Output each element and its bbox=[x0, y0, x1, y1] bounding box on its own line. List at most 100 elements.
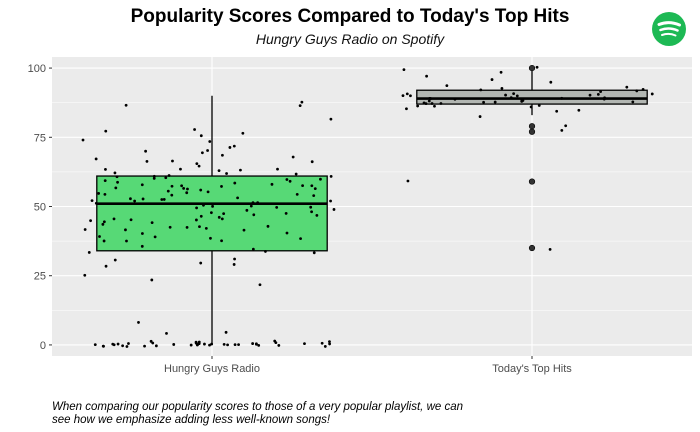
data-point bbox=[89, 219, 92, 223]
data-point bbox=[195, 206, 198, 210]
data-point bbox=[194, 218, 198, 222]
data-point bbox=[102, 344, 105, 348]
data-point bbox=[81, 138, 85, 142]
data-point bbox=[220, 239, 223, 243]
data-point bbox=[83, 273, 87, 277]
data-point bbox=[285, 178, 289, 181]
data-point bbox=[145, 159, 149, 163]
outlier-point bbox=[528, 128, 536, 135]
data-point bbox=[599, 90, 602, 94]
data-point bbox=[405, 107, 408, 111]
data-point bbox=[206, 149, 209, 152]
data-point bbox=[150, 221, 154, 225]
data-point bbox=[180, 184, 184, 188]
outlier-point bbox=[528, 178, 536, 185]
data-point bbox=[164, 176, 168, 180]
data-point bbox=[329, 117, 333, 121]
data-point bbox=[254, 342, 258, 346]
data-point bbox=[104, 167, 107, 171]
data-point bbox=[310, 160, 314, 164]
data-point bbox=[170, 193, 174, 197]
data-point bbox=[239, 168, 242, 172]
data-point bbox=[301, 184, 304, 188]
data-point bbox=[328, 342, 331, 346]
data-point bbox=[197, 340, 201, 344]
data-point bbox=[103, 179, 107, 183]
data-point bbox=[295, 192, 299, 196]
data-point bbox=[233, 181, 237, 185]
data-point bbox=[241, 131, 245, 135]
data-point bbox=[277, 344, 281, 347]
data-point bbox=[125, 239, 128, 243]
data-point bbox=[224, 330, 228, 334]
data-point bbox=[166, 189, 170, 193]
data-point bbox=[222, 342, 226, 346]
data-point bbox=[529, 105, 533, 109]
data-point bbox=[222, 212, 226, 216]
data-point bbox=[140, 183, 144, 187]
data-point bbox=[127, 342, 130, 345]
data-point bbox=[189, 343, 193, 347]
data-point bbox=[493, 100, 497, 104]
data-point bbox=[490, 78, 494, 81]
data-point bbox=[168, 225, 172, 229]
data-point bbox=[252, 213, 256, 217]
data-point bbox=[165, 331, 168, 335]
data-point bbox=[555, 109, 559, 113]
data-point bbox=[312, 194, 316, 198]
data-point bbox=[249, 204, 253, 208]
data-point bbox=[479, 88, 483, 92]
spotify-logo-wave-2 bbox=[659, 27, 679, 32]
data-point bbox=[425, 74, 428, 78]
data-point bbox=[233, 257, 236, 261]
data-point bbox=[211, 204, 214, 208]
data-point bbox=[416, 104, 420, 108]
data-point bbox=[152, 174, 156, 178]
data-point bbox=[113, 171, 117, 175]
data-point bbox=[102, 220, 106, 224]
data-point bbox=[133, 199, 137, 203]
data-point bbox=[405, 92, 409, 96]
chart-caption: When comparing our popularity scores to … bbox=[52, 401, 464, 426]
data-point bbox=[210, 342, 214, 346]
chart-title: Popularity Scores Compared to Today's To… bbox=[130, 6, 570, 27]
data-point bbox=[195, 162, 199, 166]
chart-subtitle: Hungry Guys Radio on Spotify bbox=[255, 31, 445, 47]
data-point bbox=[220, 217, 224, 221]
data-point bbox=[144, 149, 148, 153]
data-point bbox=[199, 134, 203, 138]
data-point bbox=[320, 341, 324, 345]
data-point bbox=[204, 226, 208, 230]
data-point bbox=[124, 228, 127, 232]
data-point bbox=[242, 228, 246, 232]
data-point bbox=[209, 211, 213, 215]
data-point bbox=[428, 96, 432, 100]
data-point bbox=[232, 263, 236, 266]
data-point bbox=[209, 236, 212, 240]
data-point bbox=[588, 93, 592, 97]
data-point bbox=[151, 341, 155, 345]
data-point bbox=[312, 251, 316, 255]
data-point bbox=[577, 108, 581, 112]
data-point bbox=[328, 340, 331, 343]
data-point bbox=[113, 258, 117, 262]
data-point bbox=[203, 342, 206, 346]
outlier-point bbox=[528, 64, 536, 72]
data-point bbox=[220, 185, 223, 188]
data-point bbox=[225, 172, 228, 175]
data-point bbox=[596, 92, 600, 96]
y-tick-label: 25 bbox=[34, 271, 46, 283]
data-point bbox=[94, 157, 98, 161]
data-point bbox=[274, 341, 278, 345]
data-point bbox=[98, 235, 101, 238]
data-point bbox=[430, 102, 434, 105]
y-tick-label: 75 bbox=[34, 132, 46, 144]
data-point bbox=[245, 208, 249, 212]
data-point bbox=[315, 213, 319, 217]
data-point bbox=[143, 344, 146, 348]
spotify-icon bbox=[652, 12, 686, 46]
x-tick-label: Today's Top Hits bbox=[492, 363, 572, 375]
spotify-logo-wave-3 bbox=[661, 32, 677, 37]
data-point bbox=[332, 208, 336, 211]
data-point bbox=[167, 174, 171, 177]
